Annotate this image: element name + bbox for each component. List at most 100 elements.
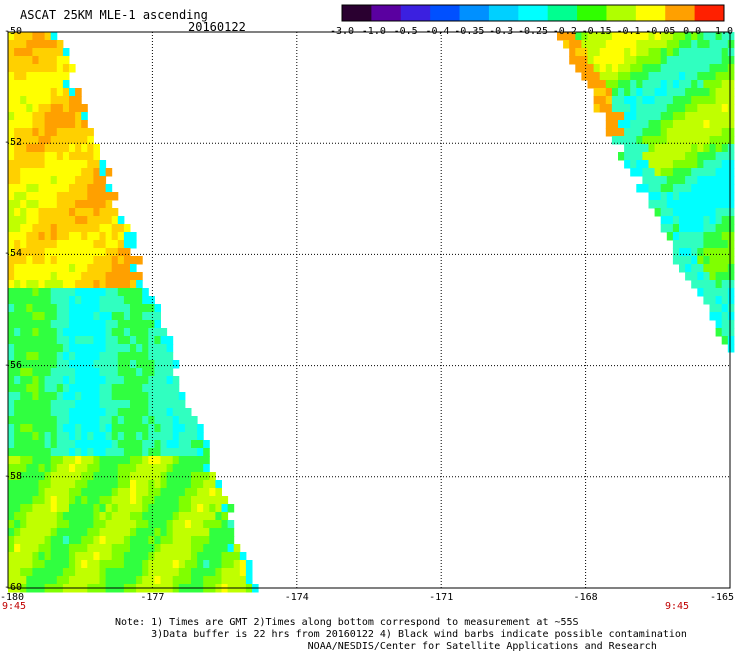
data-cell bbox=[44, 312, 52, 321]
data-cell bbox=[721, 280, 729, 289]
data-cell bbox=[679, 88, 686, 97]
data-cell bbox=[178, 552, 186, 561]
data-cell bbox=[593, 48, 601, 57]
data-cell bbox=[215, 536, 222, 545]
data-cell bbox=[62, 424, 70, 433]
data-cell bbox=[191, 456, 198, 465]
data-cell bbox=[605, 48, 613, 57]
data-cell bbox=[715, 48, 723, 57]
data-cell bbox=[105, 232, 113, 241]
data-cell bbox=[691, 272, 698, 281]
data-cell bbox=[605, 128, 613, 137]
data-cell bbox=[624, 88, 631, 97]
data-cell bbox=[642, 144, 649, 153]
data-cell bbox=[38, 160, 46, 169]
data-cell bbox=[227, 552, 235, 561]
data-cell bbox=[685, 192, 692, 201]
data-cell bbox=[8, 112, 15, 121]
data-cell bbox=[575, 32, 582, 41]
data-cell bbox=[111, 520, 119, 529]
data-cell bbox=[703, 160, 710, 169]
data-cell bbox=[197, 448, 204, 457]
data-cell bbox=[142, 312, 149, 321]
data-cell bbox=[727, 72, 735, 81]
data-cell bbox=[32, 456, 39, 465]
data-cell bbox=[685, 152, 692, 161]
data-cell bbox=[75, 296, 82, 305]
data-cell bbox=[136, 432, 143, 441]
data-cell bbox=[233, 544, 241, 553]
data-cell bbox=[709, 256, 717, 265]
data-cell bbox=[44, 528, 52, 537]
data-cell bbox=[69, 272, 76, 281]
data-cell bbox=[715, 88, 723, 97]
data-cell bbox=[605, 112, 613, 121]
data-cell bbox=[14, 104, 21, 113]
colorbar-tick-label: -0.4 bbox=[425, 26, 450, 37]
data-cell bbox=[20, 528, 27, 537]
data-cell bbox=[8, 224, 15, 233]
data-cell bbox=[44, 552, 52, 561]
data-cell bbox=[209, 552, 216, 561]
data-cell bbox=[154, 432, 161, 441]
data-cell bbox=[721, 184, 729, 193]
data-cell bbox=[75, 336, 82, 345]
data-cell bbox=[32, 192, 39, 201]
data-cell bbox=[62, 336, 70, 345]
data-cell bbox=[679, 72, 686, 81]
data-cell bbox=[654, 40, 662, 49]
data-cell bbox=[672, 136, 680, 145]
data-cell bbox=[32, 440, 39, 449]
data-cell bbox=[130, 312, 137, 321]
data-cell bbox=[50, 48, 58, 57]
data-cell bbox=[26, 504, 33, 513]
data-cell bbox=[587, 80, 595, 89]
data-cell bbox=[93, 144, 100, 153]
longitude-label: -168 bbox=[573, 592, 598, 603]
data-cell bbox=[62, 552, 70, 561]
data-cell bbox=[117, 264, 125, 273]
data-cell bbox=[721, 208, 729, 217]
data-cell bbox=[191, 480, 198, 489]
data-cell bbox=[44, 48, 52, 57]
data-cell bbox=[99, 496, 107, 505]
data-cell bbox=[56, 568, 64, 577]
data-cell bbox=[105, 480, 113, 489]
data-cell bbox=[81, 568, 88, 577]
data-cell bbox=[44, 424, 52, 433]
data-cell bbox=[99, 384, 107, 393]
data-cell bbox=[69, 248, 76, 257]
data-cell bbox=[56, 96, 64, 105]
data-cell bbox=[32, 272, 39, 281]
data-cell bbox=[111, 416, 119, 425]
data-cell bbox=[184, 488, 192, 497]
data-cell bbox=[32, 48, 39, 57]
data-cell bbox=[709, 88, 717, 97]
data-cell bbox=[44, 352, 52, 361]
colorbar-tick-label: -0.3 bbox=[489, 26, 514, 37]
data-cell bbox=[709, 160, 717, 169]
data-cell bbox=[691, 32, 698, 41]
data-cell bbox=[75, 400, 82, 409]
data-cell bbox=[69, 360, 76, 369]
data-cell bbox=[14, 488, 21, 497]
data-cell bbox=[99, 224, 107, 233]
data-cell bbox=[99, 424, 107, 433]
data-cell bbox=[691, 224, 698, 233]
data-cell bbox=[172, 440, 180, 449]
data-cell bbox=[93, 224, 100, 233]
data-cell bbox=[50, 152, 58, 161]
data-cell bbox=[38, 520, 46, 529]
data-cell bbox=[239, 552, 247, 561]
data-cell bbox=[691, 232, 698, 241]
data-cell bbox=[50, 512, 58, 521]
data-cell bbox=[727, 320, 735, 329]
data-cell bbox=[87, 504, 94, 513]
data-cell bbox=[636, 120, 643, 129]
data-cell bbox=[215, 496, 222, 505]
data-cell bbox=[99, 576, 107, 585]
data-cell bbox=[203, 560, 210, 569]
data-cell bbox=[703, 280, 710, 289]
data-cell bbox=[630, 96, 637, 105]
data-cell bbox=[69, 376, 76, 385]
